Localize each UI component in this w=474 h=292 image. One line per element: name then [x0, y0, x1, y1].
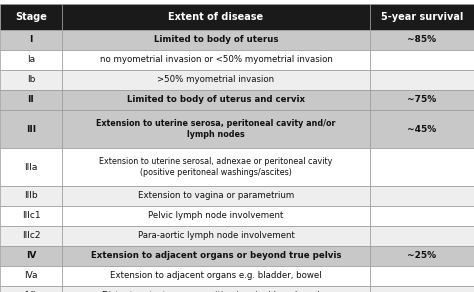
- Bar: [0, 4, 62, 30]
- Bar: [0, 110, 62, 148]
- Bar: [370, 186, 474, 206]
- Bar: [62, 70, 370, 90]
- Bar: [370, 4, 474, 30]
- Bar: [370, 90, 474, 110]
- Text: Limited to body of uterus: Limited to body of uterus: [154, 36, 278, 44]
- Text: ~85%: ~85%: [408, 36, 437, 44]
- Bar: [0, 246, 62, 266]
- Bar: [62, 246, 370, 266]
- Bar: [0, 286, 62, 292]
- Bar: [370, 148, 474, 186]
- Bar: [62, 206, 370, 226]
- Bar: [62, 148, 370, 186]
- Bar: [370, 266, 474, 286]
- Bar: [0, 50, 62, 70]
- Bar: [62, 186, 370, 206]
- Text: no myometrial invasion or <50% myometrial invasion: no myometrial invasion or <50% myometria…: [100, 55, 332, 65]
- Bar: [62, 50, 370, 70]
- Bar: [0, 90, 62, 110]
- Text: IIIb: IIIb: [24, 192, 38, 201]
- Bar: [370, 286, 474, 292]
- Text: Extent of disease: Extent of disease: [168, 12, 264, 22]
- Bar: [370, 50, 474, 70]
- Bar: [62, 226, 370, 246]
- Text: Ib: Ib: [27, 76, 35, 84]
- Bar: [370, 206, 474, 226]
- Text: ~75%: ~75%: [407, 95, 437, 105]
- Text: >50% myometrial invasion: >50% myometrial invasion: [157, 76, 274, 84]
- Bar: [62, 90, 370, 110]
- Text: IVb: IVb: [24, 291, 38, 292]
- Bar: [0, 30, 62, 50]
- Text: IVa: IVa: [24, 272, 38, 281]
- Bar: [370, 70, 474, 90]
- Text: Para-aortic lymph node involvement: Para-aortic lymph node involvement: [137, 232, 294, 241]
- Text: IIIc1: IIIc1: [22, 211, 40, 220]
- Bar: [62, 30, 370, 50]
- Text: ~45%: ~45%: [407, 124, 437, 133]
- Text: Limited to body of uterus and cervix: Limited to body of uterus and cervix: [127, 95, 305, 105]
- Text: Extension to vagina or parametrium: Extension to vagina or parametrium: [138, 192, 294, 201]
- Bar: [0, 186, 62, 206]
- Text: IV: IV: [26, 251, 36, 260]
- Bar: [370, 226, 474, 246]
- Text: ~25%: ~25%: [408, 251, 437, 260]
- Bar: [0, 206, 62, 226]
- Text: Pelvic lymph node involvement: Pelvic lymph node involvement: [148, 211, 283, 220]
- Text: III: III: [26, 124, 36, 133]
- Text: Ia: Ia: [27, 55, 35, 65]
- Text: II: II: [27, 95, 35, 105]
- Text: IIIc2: IIIc2: [22, 232, 40, 241]
- Bar: [62, 286, 370, 292]
- Bar: [62, 266, 370, 286]
- Text: I: I: [29, 36, 33, 44]
- Text: IIIa: IIIa: [24, 163, 38, 171]
- Bar: [370, 110, 474, 148]
- Bar: [62, 4, 370, 30]
- Text: Stage: Stage: [15, 12, 47, 22]
- Text: 5-year survival: 5-year survival: [381, 12, 463, 22]
- Bar: [370, 246, 474, 266]
- Bar: [0, 266, 62, 286]
- Bar: [370, 30, 474, 50]
- Text: Extension to uterine serosal, adnexae or peritoneal cavity
(positive peritoneal : Extension to uterine serosal, adnexae or…: [100, 157, 333, 177]
- Bar: [0, 226, 62, 246]
- Text: Extension to uterine serosa, peritoneal cavity and/or
lymph nodes: Extension to uterine serosa, peritoneal …: [96, 119, 336, 139]
- Text: Distant metastases or positive inguinal lymph nodes: Distant metastases or positive inguinal …: [102, 291, 330, 292]
- Bar: [0, 70, 62, 90]
- Text: Extension to adjacent organs e.g. bladder, bowel: Extension to adjacent organs e.g. bladde…: [110, 272, 322, 281]
- Text: Extension to adjacent organs or beyond true pelvis: Extension to adjacent organs or beyond t…: [91, 251, 341, 260]
- Bar: [0, 148, 62, 186]
- Bar: [62, 110, 370, 148]
